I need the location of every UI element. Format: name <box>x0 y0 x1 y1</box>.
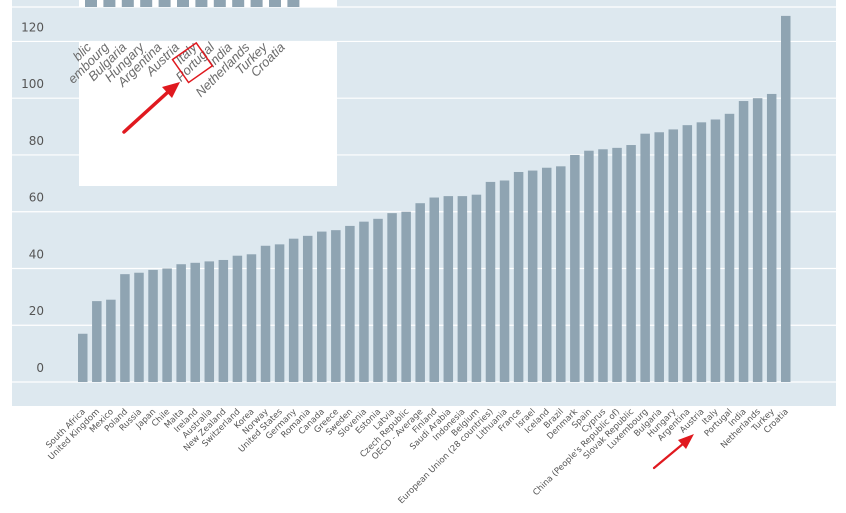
bar <box>654 132 664 382</box>
y-tick-label: 0 <box>36 361 44 375</box>
bar <box>218 259 229 382</box>
bar <box>668 129 679 382</box>
bar <box>766 93 777 383</box>
bar <box>612 147 622 382</box>
bar <box>134 272 144 382</box>
inset-bar-stub <box>213 0 226 7</box>
inset-bar-stub <box>85 0 97 7</box>
bar <box>527 170 538 382</box>
bar <box>345 225 355 382</box>
bar <box>232 255 243 382</box>
zoom-inset: blicembourgBulgariaHungaryArgentinaAustr… <box>65 0 337 186</box>
bar <box>288 238 299 382</box>
bar <box>499 180 510 382</box>
bar <box>190 262 200 382</box>
bar <box>359 221 369 382</box>
inset-highlight-box <box>171 41 214 84</box>
inset-bar-stub <box>195 0 208 7</box>
bars <box>78 15 791 383</box>
inset-bar-stub <box>269 0 281 7</box>
y-tick-label: 40 <box>29 247 44 261</box>
bar <box>401 211 411 382</box>
bar <box>106 299 116 382</box>
bar <box>471 194 482 382</box>
bar <box>738 101 749 383</box>
y-tick-label: 120 <box>21 20 44 34</box>
bar <box>120 274 130 382</box>
y-tick-label: 60 <box>29 191 44 205</box>
bar <box>696 122 707 382</box>
inset-top-strip <box>79 0 337 7</box>
inset-bar-stub <box>158 0 171 7</box>
bar <box>710 119 721 383</box>
bar <box>584 150 594 382</box>
bar <box>570 154 580 382</box>
bar <box>724 113 735 383</box>
bar <box>626 145 636 382</box>
inset-bar-stub <box>177 0 189 7</box>
bar <box>162 268 172 382</box>
bar <box>317 231 327 382</box>
bar <box>752 98 763 382</box>
bar <box>331 230 341 382</box>
bar <box>513 171 524 382</box>
inset-bar-stub <box>232 0 245 7</box>
bar <box>302 235 313 382</box>
bar <box>148 269 158 382</box>
inset-bar-stub <box>287 0 300 7</box>
bar <box>204 261 215 382</box>
y-tick-label: 20 <box>29 304 44 318</box>
inset-bar-stub <box>103 0 116 7</box>
bar <box>78 333 88 382</box>
bar <box>556 166 566 382</box>
bar <box>92 301 102 382</box>
bar <box>781 15 791 382</box>
bar <box>541 167 552 382</box>
inset-arrow <box>122 82 180 134</box>
bar <box>485 181 496 382</box>
bar <box>457 196 468 382</box>
bar <box>682 125 693 382</box>
bar <box>387 213 397 382</box>
bar <box>598 149 608 382</box>
axis-arrow <box>652 434 694 470</box>
bar <box>260 245 271 382</box>
bar <box>246 254 257 382</box>
inset-bar-stub <box>121 0 134 7</box>
bar <box>429 197 439 382</box>
inset-bar-stubs <box>85 0 300 7</box>
bar <box>640 133 650 382</box>
y-tick-label: 100 <box>21 77 44 91</box>
bar <box>176 264 186 382</box>
bar <box>373 218 383 382</box>
y-tick-label: 80 <box>29 134 44 148</box>
bar <box>443 196 454 382</box>
inset-panel <box>79 41 337 186</box>
inset-bar-stub <box>250 0 263 7</box>
y-axis-ticks: 0 20 40 60 80 100 120 <box>21 20 44 375</box>
bar <box>274 244 285 382</box>
bar <box>415 203 425 382</box>
inset-bar-stub <box>140 0 153 7</box>
